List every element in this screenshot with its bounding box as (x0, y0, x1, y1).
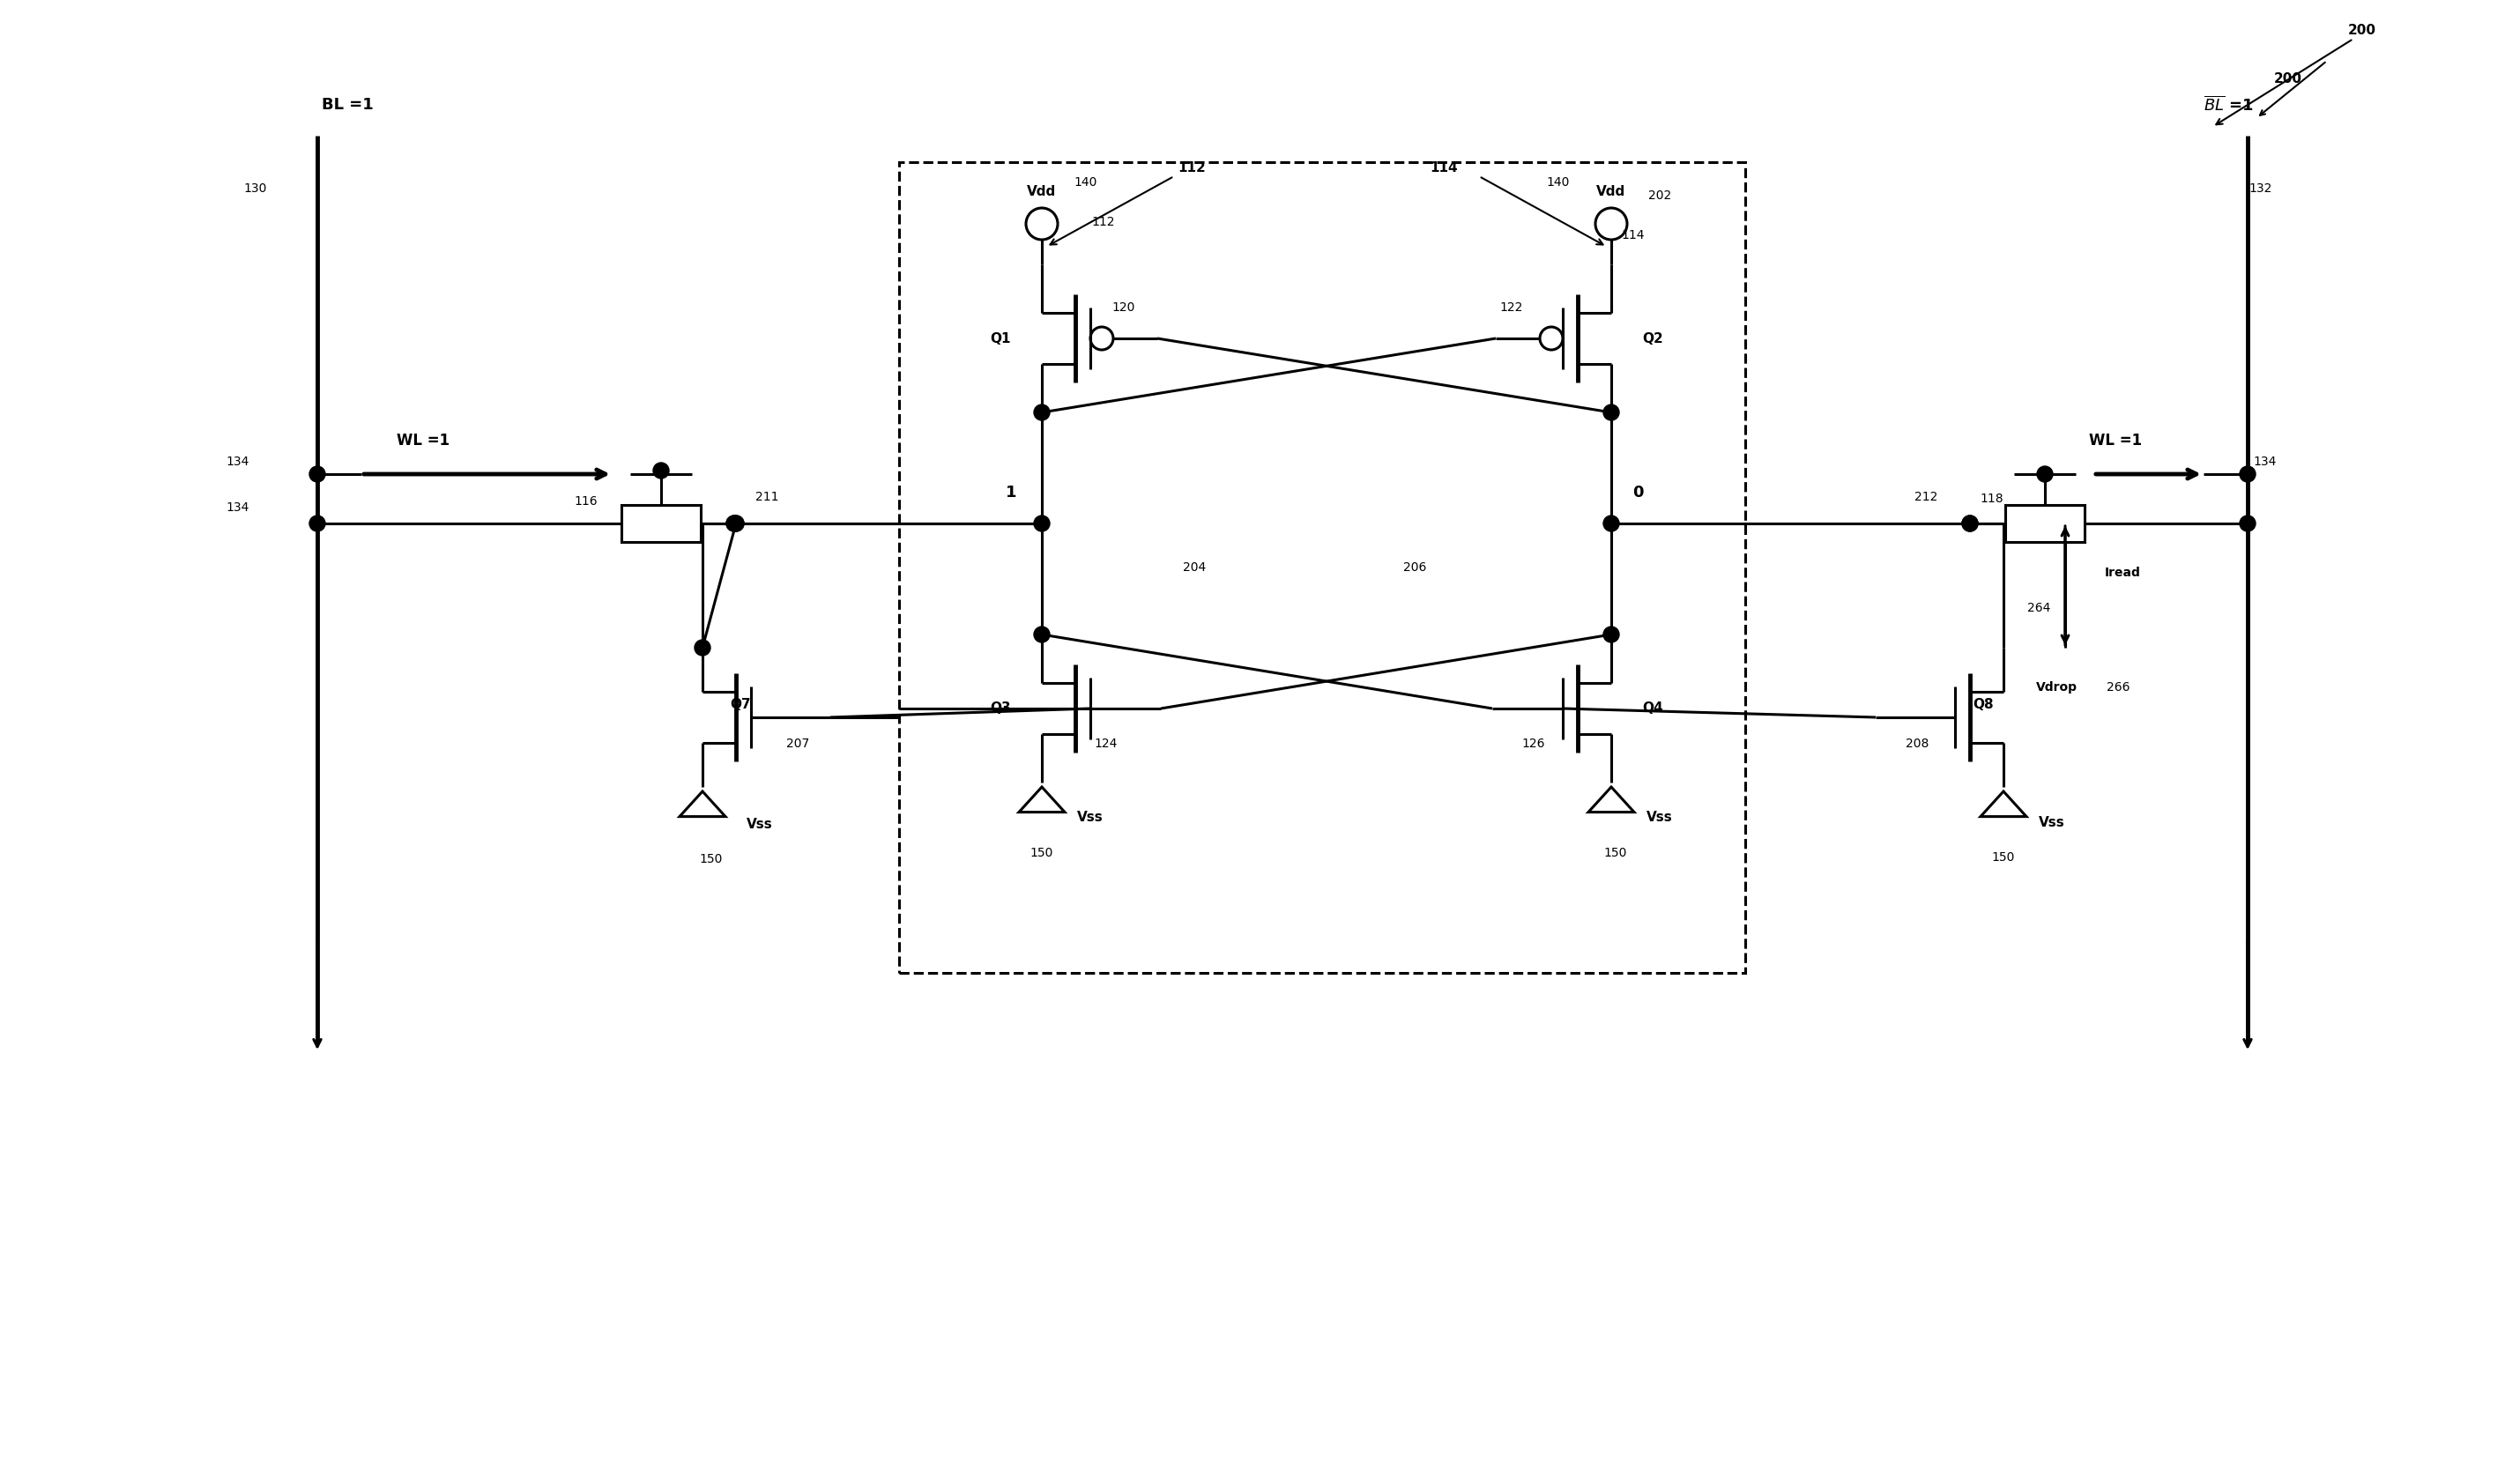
Text: 140: 140 (1546, 177, 1571, 188)
Text: 150: 150 (1030, 847, 1055, 859)
Text: 264: 264 (2027, 601, 2052, 614)
Text: 208: 208 (1906, 738, 1929, 749)
FancyBboxPatch shape (621, 505, 701, 542)
Text: 126: 126 (1523, 738, 1546, 749)
Text: 266: 266 (2107, 681, 2129, 693)
Text: 122: 122 (1500, 301, 1523, 313)
Text: 1: 1 (1005, 485, 1017, 500)
Text: Vss: Vss (1646, 812, 1673, 825)
Text: 112: 112 (1092, 215, 1115, 229)
Text: 211: 211 (754, 491, 779, 503)
Text: 120: 120 (1112, 301, 1135, 313)
Circle shape (726, 515, 741, 531)
Text: Q7: Q7 (729, 697, 751, 711)
Circle shape (726, 515, 741, 531)
Circle shape (694, 640, 711, 656)
Circle shape (729, 515, 744, 531)
Text: 118: 118 (1981, 493, 2004, 505)
Text: WL =1: WL =1 (396, 433, 448, 448)
Text: Q3: Q3 (989, 702, 1012, 715)
Text: Iread: Iread (2104, 567, 2139, 579)
Text: 0: 0 (1633, 485, 1643, 500)
Circle shape (729, 515, 744, 531)
Text: 134: 134 (225, 456, 251, 467)
Circle shape (311, 515, 326, 531)
Text: 114: 114 (1621, 229, 1646, 242)
Text: Vss: Vss (2039, 816, 2064, 828)
Text: 132: 132 (2249, 183, 2272, 194)
Text: 134: 134 (225, 502, 251, 513)
Text: 150: 150 (1991, 852, 2014, 864)
Text: 112: 112 (1177, 160, 1205, 174)
Text: Vdd: Vdd (1027, 184, 1057, 197)
Text: Q6: Q6 (2037, 518, 2054, 530)
Text: 204: 204 (1182, 561, 1205, 574)
Text: $\overline{BL}$ =1: $\overline{BL}$ =1 (2204, 95, 2254, 114)
Circle shape (1603, 626, 1618, 643)
Circle shape (1035, 405, 1050, 420)
Circle shape (1035, 626, 1050, 643)
Text: 124: 124 (1095, 738, 1117, 749)
Text: 114: 114 (1430, 160, 1458, 174)
Text: 130: 130 (243, 183, 268, 194)
Text: 207: 207 (787, 738, 809, 749)
Text: Q5: Q5 (651, 518, 671, 530)
Circle shape (654, 463, 669, 478)
Text: 150: 150 (699, 853, 724, 865)
Circle shape (311, 466, 326, 482)
Text: 134: 134 (2254, 456, 2277, 467)
Circle shape (1603, 515, 1618, 531)
Text: Vdrop: Vdrop (2037, 681, 2077, 693)
Text: Q8: Q8 (1974, 697, 1994, 711)
Text: Vdd: Vdd (1596, 184, 1626, 197)
Text: 140: 140 (1075, 177, 1097, 188)
Text: 206: 206 (1403, 561, 1425, 574)
FancyBboxPatch shape (2004, 505, 2084, 542)
Text: Vss: Vss (746, 818, 772, 831)
Circle shape (2239, 515, 2254, 531)
Text: 212: 212 (1914, 491, 1936, 503)
Text: 202: 202 (1648, 190, 1671, 202)
Text: 116: 116 (574, 496, 599, 508)
Text: BL =1: BL =1 (321, 96, 373, 113)
Text: Vss: Vss (1077, 812, 1102, 825)
Circle shape (2239, 466, 2254, 482)
Text: 200: 200 (2275, 73, 2302, 86)
Text: Q1: Q1 (989, 332, 1012, 344)
Text: WL =1: WL =1 (2089, 433, 2142, 448)
Text: Q2: Q2 (1643, 332, 1663, 344)
Text: 150: 150 (1603, 847, 1628, 859)
Circle shape (1603, 405, 1618, 420)
Text: Q4: Q4 (1643, 702, 1663, 715)
Circle shape (2037, 466, 2052, 482)
Circle shape (1035, 515, 1050, 531)
Circle shape (1961, 515, 1979, 531)
Circle shape (1961, 515, 1979, 531)
Text: 200: 200 (2347, 24, 2377, 37)
